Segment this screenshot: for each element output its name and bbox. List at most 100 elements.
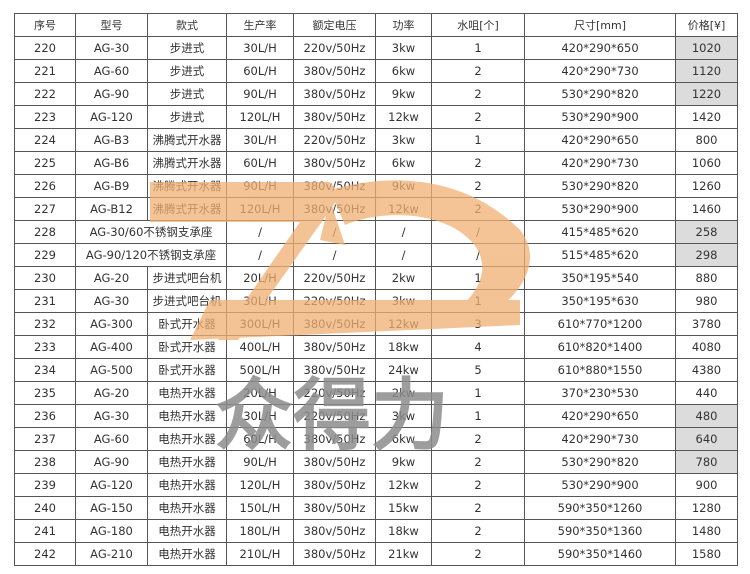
cell-size: 590*350*1460 [524,542,676,566]
cell-power: 3kw [375,289,432,313]
cell-power: 18kw [375,519,432,543]
cell-no: 237 [14,427,76,451]
cell-price: 880 [675,266,738,290]
cell-model: AG-60 [75,427,148,451]
cell-taps: 1 [431,289,525,313]
table-row: 227 AG-B12 沸腾式开水器 120L/H 380v/50Hz 12kw 2 530*2… [14,197,738,221]
column-header: 款式 [147,13,227,37]
cell-taps: 3 [431,312,525,336]
cell-voltage: 380v/50Hz [293,519,376,543]
table-row: 230 AG-20 步进式吧台机 20L/H 220v/50Hz 2kw 1 350*195*… [14,266,738,290]
cell-power: / [375,243,432,267]
cell-voltage: 220v/50Hz [293,266,376,290]
cell-style: 沸腾式开水器 [147,151,227,175]
table-row: 234 AG-500 卧式开水器 500L/H 380v/50Hz 24kw 5 610*88… [14,358,738,382]
price-table: 序号 型号 款式 生产率 额定电压 功率 水咀[个] 尺寸[mm] 价格[¥] 220 AG-30… [14,13,738,566]
cell-power: 2kw [375,266,432,290]
cell-price: 3780 [675,312,738,336]
cell-size: 530*290*820 [524,450,676,474]
cell-power: 9kw [375,82,432,106]
cell-taps: 1 [431,381,525,405]
cell-voltage: 380v/50Hz [293,473,376,497]
cell-price: 1580 [675,542,738,566]
cell-taps: 2 [431,473,525,497]
cell-price: 1220 [675,82,738,106]
cell-power: 9kw [375,450,432,474]
column-header: 价格[¥] [675,13,738,37]
cell-price: 1480 [675,519,738,543]
table-row: 229 AG-90/120不锈钢支承座 / / //515*485*620 298 [14,243,738,267]
cell-rate: 150L/H [226,496,294,520]
cell-price: 298 [675,243,738,267]
cell-size: 610*770*1200 [524,312,676,336]
cell-model: AG-150 [75,496,148,520]
cell-model: AG-90 [75,82,148,106]
cell-price: 640 [675,427,738,451]
cell-power: 3kw [375,36,432,60]
cell-model: AG-400 [75,335,148,359]
cell-no: 224 [14,128,76,152]
cell-size: 530*290*820 [524,82,676,106]
cell-rate: / [226,243,294,267]
cell-price: 1280 [675,496,738,520]
table-row: 239 AG-120 电热开水器 120L/H 380v/50Hz 12kw 2 530*29… [14,473,738,497]
cell-power: 12kw [375,473,432,497]
cell-style: 电热开水器 [147,427,227,451]
table-row: 226 AG-B9 沸腾式开水器 90L/H 380v/50Hz 9kw 2 530*290*… [14,174,738,198]
cell-price: 258 [675,220,738,244]
cell-no: 242 [14,542,76,566]
cell-taps: 2 [431,105,525,129]
cell-no: 230 [14,266,76,290]
cell-size: 420*290*730 [524,151,676,175]
cell-price: 900 [675,473,738,497]
cell-size: 530*290*900 [524,105,676,129]
table-row: 224 AG-B3 沸腾式开水器 30L/H 220v/50Hz 3kw 1 420*290*… [14,128,738,152]
table-row: 236 AG-30 电热开水器 30L/H 220v/50Hz 3kw 1 420*290*6… [14,404,738,428]
cell-voltage: 220v/50Hz [293,381,376,405]
cell-power: / [375,220,432,244]
cell-taps: 1 [431,404,525,428]
table-row: 237 AG-60 电热开水器 60L/H 380v/50Hz 6kw 2 420*290*7… [14,427,738,451]
table-row: 233 AG-400 卧式开水器 400L/H 380v/50Hz 18kw 4 610*82… [14,335,738,359]
column-header: 额定电压 [293,13,376,37]
cell-price: 1020 [675,36,738,60]
cell-model: AG-30 [75,404,148,428]
cell-rate: 120L/H [226,197,294,221]
column-header: 序号 [14,13,76,37]
cell-taps: 2 [431,197,525,221]
cell-taps: 5 [431,358,525,382]
cell-price: 800 [675,128,738,152]
cell-taps: 2 [431,450,525,474]
cell-rate: 180L/H [226,519,294,543]
cell-power: 18kw [375,335,432,359]
cell-no: 221 [14,59,76,83]
cell-size: 420*290*650 [524,36,676,60]
cell-rate: 20L/H [226,381,294,405]
cell-no: 229 [14,243,76,267]
cell-rate: 30L/H [226,289,294,313]
table-row: 238 AG-90 电热开水器 90L/H 380v/50Hz 9kw 2 530*290*8… [14,450,738,474]
cell-rate: 30L/H [226,36,294,60]
cell-price: 1260 [675,174,738,198]
cell-style: 步进式吧台机 [147,289,227,313]
cell-no: 228 [14,220,76,244]
cell-size: 350*195*630 [524,289,676,313]
cell-price: 480 [675,404,738,428]
cell-model: AG-210 [75,542,148,566]
cell-model: AG-20 [75,381,148,405]
cell-style: 步进式 [147,105,227,129]
cell-voltage: 220v/50Hz [293,36,376,60]
cell-price: 1060 [675,151,738,175]
cell-power: 9kw [375,174,432,198]
cell-no: 241 [14,519,76,543]
cell-size: 590*350*1260 [524,496,676,520]
cell-no: 239 [14,473,76,497]
cell-price: 4380 [675,358,738,382]
cell-no: 234 [14,358,76,382]
cell-size: 420*290*650 [524,404,676,428]
cell-power: 3kw [375,128,432,152]
cell-no: 236 [14,404,76,428]
cell-no: 231 [14,289,76,313]
cell-price: 1420 [675,105,738,129]
cell-model: AG-120 [75,473,148,497]
